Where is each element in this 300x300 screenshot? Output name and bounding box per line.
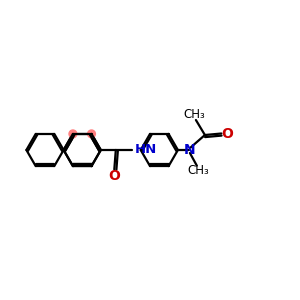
Text: O: O	[221, 127, 233, 140]
Circle shape	[69, 130, 77, 138]
Text: CH₃: CH₃	[184, 108, 205, 121]
Text: O: O	[108, 169, 120, 182]
Circle shape	[88, 130, 95, 138]
Text: N: N	[184, 143, 196, 157]
Text: CH₃: CH₃	[188, 164, 209, 178]
Text: HN: HN	[134, 143, 157, 156]
